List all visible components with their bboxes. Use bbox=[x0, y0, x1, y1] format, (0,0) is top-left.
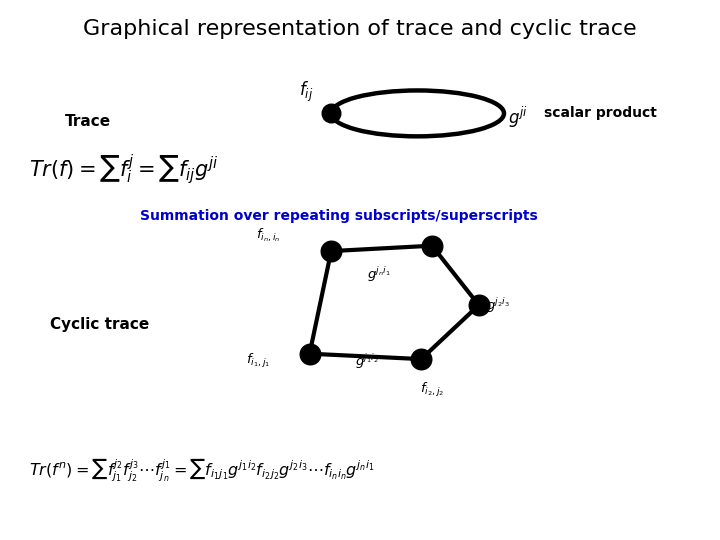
Text: $Tr(f^n) = \sum f^{j_2}_{j_1} f^{j_3}_{j_2} \cdots f^{j_1}_{j_n} = \sum f_{i_1 j: $Tr(f^n) = \sum f^{j_2}_{j_1} f^{j_3}_{j… bbox=[29, 456, 374, 483]
Point bbox=[426, 241, 438, 250]
Text: $g^{j_2 i_3}$: $g^{j_2 i_3}$ bbox=[486, 296, 510, 314]
Text: $g^{j_n i_1}$: $g^{j_n i_1}$ bbox=[367, 265, 391, 284]
Text: $f_{ij}$: $f_{ij}$ bbox=[299, 79, 313, 104]
Text: Trace: Trace bbox=[65, 114, 111, 129]
Point bbox=[325, 109, 337, 118]
Point bbox=[325, 247, 337, 255]
Text: $f_{i_2,j_2}$: $f_{i_2,j_2}$ bbox=[420, 381, 444, 399]
Text: Summation over repeating subscripts/superscripts: Summation over repeating subscripts/supe… bbox=[140, 209, 537, 223]
Point bbox=[304, 349, 315, 358]
Text: $f_{i_n,i_n}$: $f_{i_n,i_n}$ bbox=[256, 226, 281, 244]
Text: Graphical representation of trace and cyclic trace: Graphical representation of trace and cy… bbox=[84, 19, 636, 39]
Text: $Tr(f) = \sum f^{j}_{i} = \sum f_{ij}g^{ji}$: $Tr(f) = \sum f^{j}_{i} = \sum f_{ij}g^{… bbox=[29, 153, 219, 187]
Text: $g^{j_1 i_2}$: $g^{j_1 i_2}$ bbox=[355, 352, 379, 371]
Text: scalar product: scalar product bbox=[544, 106, 657, 120]
Point bbox=[415, 355, 427, 363]
Point bbox=[473, 301, 485, 309]
Text: $g^{ji}$: $g^{ji}$ bbox=[508, 105, 527, 130]
Text: $f_{i_1,j_1}$: $f_{i_1,j_1}$ bbox=[246, 352, 270, 370]
Text: Cyclic trace: Cyclic trace bbox=[50, 316, 150, 332]
